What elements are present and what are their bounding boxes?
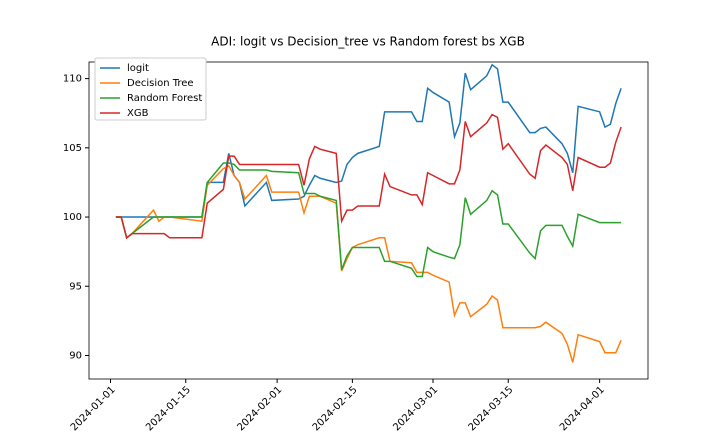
line-series	[115, 164, 622, 363]
legend: logit Decision Tree Random Forest XGB	[94, 57, 207, 121]
x-tick-label: 2024-04-01	[558, 384, 607, 432]
x-tick-label: 2024-01-15	[144, 384, 193, 432]
y-tick-label: 110	[63, 74, 82, 85]
x-tick-label: 2024-02-15	[311, 384, 360, 432]
legend-label: logit	[127, 63, 149, 74]
legend-label: XGB	[127, 108, 149, 119]
x-tick-label: 2024-01-01	[69, 384, 118, 432]
legend-label: Random Forest	[127, 93, 202, 104]
y-tick-label: 105	[63, 143, 82, 154]
legend-label: Decision Tree	[127, 78, 194, 89]
plot-frame	[88, 61, 649, 380]
x-tick-label: 2024-03-01	[391, 384, 440, 432]
x-tick-label: 2024-02-01	[235, 384, 284, 432]
chart-title: ADI: logit vs Decision_tree vs Random fo…	[211, 35, 525, 49]
y-tick-label: 90	[69, 350, 82, 361]
line-series	[115, 63, 622, 218]
legend-box	[94, 57, 207, 121]
line-series	[115, 113, 622, 240]
x-tick-label: 2024-03-15	[467, 384, 516, 432]
y-tick-label: 100	[63, 212, 82, 223]
line-series	[115, 162, 622, 278]
y-tick-label: 95	[69, 281, 82, 292]
